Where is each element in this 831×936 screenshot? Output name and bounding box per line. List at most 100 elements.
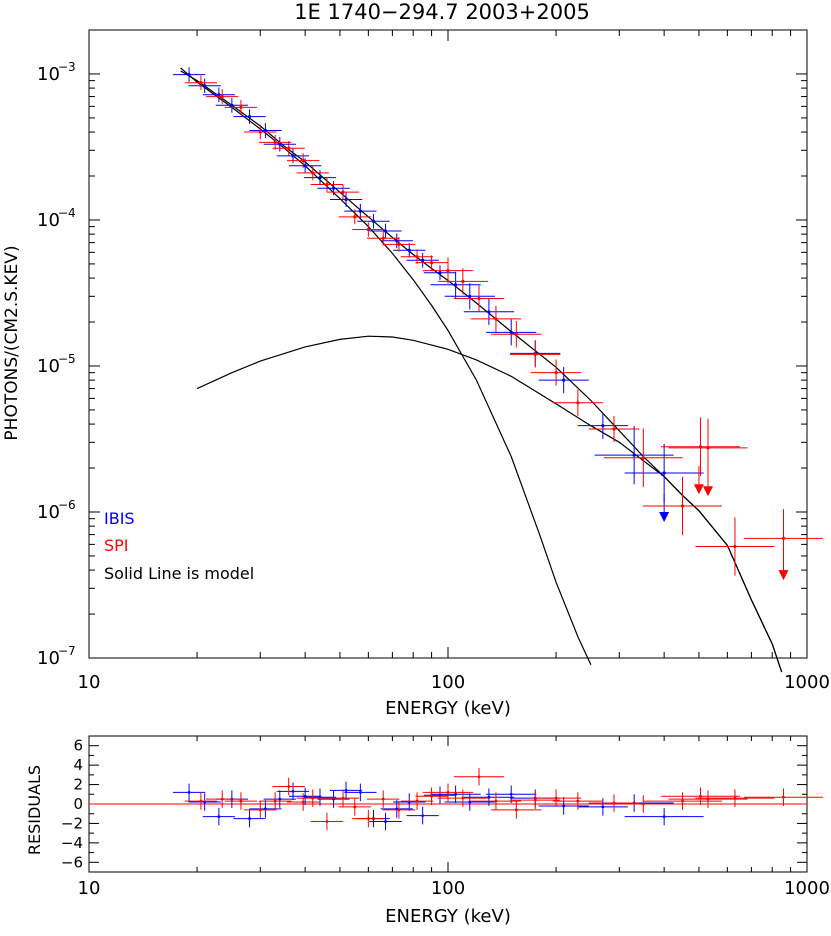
data-point (273, 140, 277, 144)
residuals-y-tick-label: −4 (61, 834, 83, 852)
data-point (438, 271, 442, 275)
residual-point (248, 817, 251, 820)
residual-point (311, 796, 315, 800)
data-point (381, 236, 385, 240)
residual-point (601, 805, 605, 809)
residual-point (699, 794, 702, 798)
residual-point (681, 799, 684, 803)
data-point (366, 227, 370, 232)
data-point (781, 536, 786, 540)
upper-limit-arrow (659, 511, 670, 522)
residual-point (344, 789, 348, 792)
residual-point (487, 795, 491, 799)
residuals-y-tick-label: 4 (73, 756, 83, 774)
upper-limit-arrow (703, 486, 714, 497)
data-point (220, 94, 224, 99)
data-point (278, 142, 282, 146)
y-tick-label: 10 (37, 64, 60, 85)
y-axis-label: PHOTONS/(CM2.S.KEV) (2, 245, 22, 440)
data-point (344, 197, 348, 202)
data-point (454, 283, 458, 287)
data-point (358, 209, 362, 213)
residual-point (341, 796, 345, 800)
residual-point (782, 795, 785, 799)
residuals-panel: 64 20−2 −4−6 10 100 1000 (61, 735, 830, 899)
data-point (514, 332, 518, 336)
y-tick-exponent: −4 (58, 206, 76, 220)
residuals-y-tick-label: −2 (61, 814, 83, 832)
data-point (291, 154, 295, 158)
residual-point (430, 794, 433, 798)
upper-limit-arrow (778, 570, 789, 581)
residual-point (576, 799, 580, 803)
residual-point (278, 797, 282, 801)
data-point (239, 105, 243, 110)
data-point (632, 453, 636, 457)
x-axis-label: ENERGY (keV) (385, 698, 511, 719)
residual-point (220, 797, 224, 801)
data-point (199, 81, 203, 85)
residual-point (421, 814, 425, 818)
residual-point (384, 820, 387, 823)
residual-point (477, 775, 481, 779)
data-point (477, 296, 481, 301)
residual-point (217, 815, 221, 819)
residual-point (397, 808, 401, 812)
data-point (494, 317, 498, 321)
data-point (421, 258, 425, 262)
data-point (509, 330, 513, 334)
residual-point (381, 797, 385, 801)
data-point (331, 186, 336, 190)
data-point (641, 456, 645, 460)
residual-point (554, 796, 558, 800)
residuals-y-tick-label: 6 (73, 737, 83, 755)
legend-model: Solid Line is model (104, 564, 254, 583)
data-point (554, 371, 558, 375)
data-point (371, 219, 376, 223)
residual-point (533, 798, 537, 802)
residual-point (366, 817, 370, 820)
residual-point (641, 802, 645, 806)
y-tick-exponent: −7 (58, 644, 76, 658)
residual-point (199, 799, 203, 803)
residuals-x-tick-label: 10 (78, 878, 101, 899)
data-point (733, 544, 737, 549)
data-point (397, 242, 401, 247)
data-point (301, 159, 305, 163)
data-point (311, 171, 315, 175)
y-tick-label: 10 (37, 502, 60, 523)
data-point (263, 128, 267, 133)
residual-point (273, 799, 277, 803)
chart-title: 1E 1740−294.7 2003+2005 (294, 0, 590, 24)
y-tick-label: 10 (37, 648, 60, 669)
data-point (446, 269, 450, 273)
residual-point (562, 804, 566, 808)
residual-point (461, 796, 465, 800)
residual-point (468, 800, 472, 804)
data-point (680, 504, 685, 508)
residual-point (325, 820, 329, 823)
data-point (325, 182, 329, 187)
data-point (395, 239, 399, 243)
data-point (576, 401, 580, 405)
residual-point (258, 808, 262, 812)
data-point (429, 261, 434, 265)
legend-spi: SPI (104, 536, 129, 555)
residual-point (446, 790, 450, 794)
residuals-x-tick-label: 100 (431, 878, 465, 899)
model-curve (196, 335, 783, 673)
residual-point (301, 800, 305, 804)
x-tick-label: 1000 (784, 672, 830, 693)
y-tick-exponent: −5 (58, 352, 76, 366)
residuals-y-tick-label: −6 (61, 853, 83, 871)
residuals-y-axis-label: RESIDUALS (25, 765, 44, 855)
data-point (601, 424, 605, 428)
data-point (407, 248, 411, 252)
upper-limit-arrow (693, 484, 704, 495)
residual-point (454, 792, 458, 796)
residual-point (353, 805, 357, 809)
residuals-x-axis-label: ENERGY (keV) (385, 906, 511, 927)
data-point (461, 279, 465, 283)
